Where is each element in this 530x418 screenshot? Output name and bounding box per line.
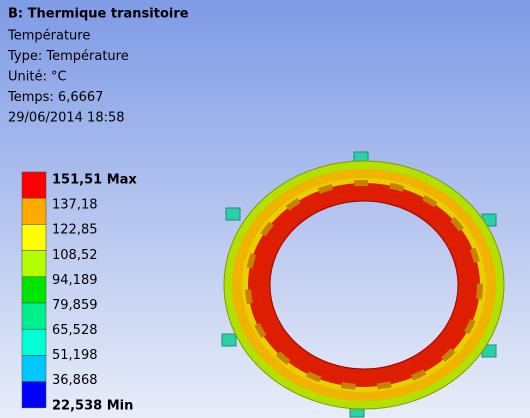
legend-label: 108,52 [52,248,98,263]
legend-swatch [22,355,46,381]
legend-label: 51,198 [52,348,98,363]
legend-swatch [22,382,46,408]
legend-label: 65,528 [52,323,98,338]
legend-swatch [22,303,46,329]
header-line: Température [7,29,90,44]
legend-label: 36,868 [52,373,98,388]
legend-label: 151,51 Max [52,173,137,188]
legend-swatch [22,198,46,224]
legend-label: 94,189 [52,273,98,288]
legend-swatch [22,172,46,198]
legend-label: 79,859 [52,298,98,313]
header-line: 29/06/2014 18:58 [8,111,125,126]
header-line: Unité: °C [8,70,67,85]
legend-swatch [22,251,46,277]
title: B: Thermique transitoire [8,7,189,22]
legend-swatch [22,329,46,355]
legend-label: 22,538 Min [52,398,133,413]
legend-swatch [22,224,46,250]
legend-label: 122,85 [52,223,98,238]
legend-label: 137,18 [52,198,98,213]
header-line: Type: Température [7,49,129,64]
legend-swatch [22,277,46,303]
viewport: B: Thermique transitoire Température Type… [0,0,530,418]
header-line: Temps: 6,6667 [7,90,103,105]
